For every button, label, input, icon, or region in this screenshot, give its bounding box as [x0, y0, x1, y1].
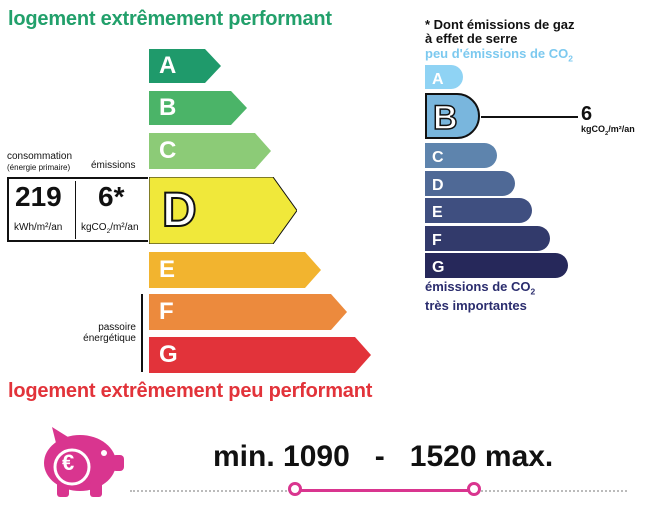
current-values-box: [7, 177, 148, 242]
ghg-class-b-bar: B: [425, 93, 481, 144]
cost-dash: -: [374, 440, 385, 473]
energy-class-c-bar: C: [149, 133, 271, 169]
ghg-bottom-line2: très importantes: [425, 297, 527, 313]
euro-symbol: €: [62, 450, 75, 475]
energy-class-d-bar: D: [149, 177, 297, 244]
passoire-line1: passoire: [98, 322, 136, 333]
ghg-unit: kgCO2/m²/an: [581, 124, 635, 137]
energy-class-g-letter: G: [159, 341, 178, 368]
ghg-class-d-bar: D: [425, 171, 515, 201]
ghg-class-c-letter: C: [432, 149, 444, 166]
passoire-bracket: [141, 294, 143, 372]
consumption-value: 219: [15, 181, 62, 212]
values-divider: [75, 181, 76, 239]
energy-class-f-letter: F: [159, 298, 174, 325]
ghg-class-f-letter: F: [432, 232, 442, 249]
ghg-class-c-bar: C: [425, 143, 497, 173]
ghg-current-pointer: [481, 116, 578, 118]
energy-class-e-letter: E: [159, 256, 176, 283]
energy-class-b-bar: B: [149, 91, 247, 125]
ghg-class-a-letter: A: [432, 70, 444, 88]
energy-class-f-bar: F: [149, 294, 347, 330]
ghg-class-e-bar: E: [425, 198, 532, 228]
cost-max-label: max.: [484, 440, 554, 473]
energy-class-a-letter: A: [159, 52, 177, 79]
cost-range: min. 1090 - 1520 max.: [213, 440, 553, 474]
consumption-label: consommation: [7, 151, 73, 162]
cost-min-label: min.: [213, 440, 275, 473]
ghg-bottom-label: émissions de CO2 très importantes: [425, 280, 535, 312]
emissions-unit: kgCO2/m²/an: [81, 222, 139, 235]
ghg-class-g-letter: G: [432, 259, 445, 276]
ghg-class-f-bar: F: [425, 226, 550, 256]
energy-bottom-label: logement extrêmement peu performant: [8, 380, 373, 402]
ghg-bottom-line1: émissions de CO2: [425, 279, 536, 297]
consumption-unit: kWh/m²/an: [14, 222, 63, 233]
passoire-label: passoire énergétique: [76, 322, 136, 344]
energy-class-a-bar: A: [149, 49, 221, 83]
energy-class-b-letter: B: [159, 94, 177, 121]
emissions-value: 6*: [98, 181, 125, 212]
ghg-class-g-bar: G: [425, 253, 568, 283]
cost-max-value: 1520: [409, 440, 477, 473]
ghg-header: * Dont émissions de gaz à effet de serre: [425, 18, 575, 46]
piggy-bank-euro-icon: €: [30, 423, 130, 506]
consumption-sublabel: (énergie primaire): [7, 163, 71, 172]
energy-top-label: logement extrêmement performant: [8, 8, 332, 30]
energy-class-d-letter: D: [161, 183, 198, 238]
emissions-label: émissions: [91, 160, 136, 171]
energy-class-g-bar: G: [149, 337, 371, 373]
ghg-top-label: peu d'émissions de CO2: [425, 46, 573, 64]
ghg-header-line1: * Dont émissions de gaz: [425, 17, 575, 32]
cost-min-value: 1090: [283, 440, 350, 473]
ghg-value: 6: [581, 103, 593, 125]
energy-class-e-bar: E: [149, 252, 321, 288]
ghg-header-line2: à effet de serre: [425, 31, 518, 46]
ghg-class-d-letter: D: [432, 177, 444, 194]
energy-class-c-letter: C: [159, 137, 177, 164]
ghg-class-e-letter: E: [432, 204, 443, 221]
passoire-line2: énergétique: [83, 333, 136, 344]
cost-max-handle[interactable]: [467, 482, 481, 496]
ghg-class-a-bar: A: [425, 65, 463, 94]
ghg-class-b-letter: B: [432, 98, 458, 138]
cost-min-handle[interactable]: [288, 482, 302, 496]
cost-range-fill: [297, 489, 475, 492]
